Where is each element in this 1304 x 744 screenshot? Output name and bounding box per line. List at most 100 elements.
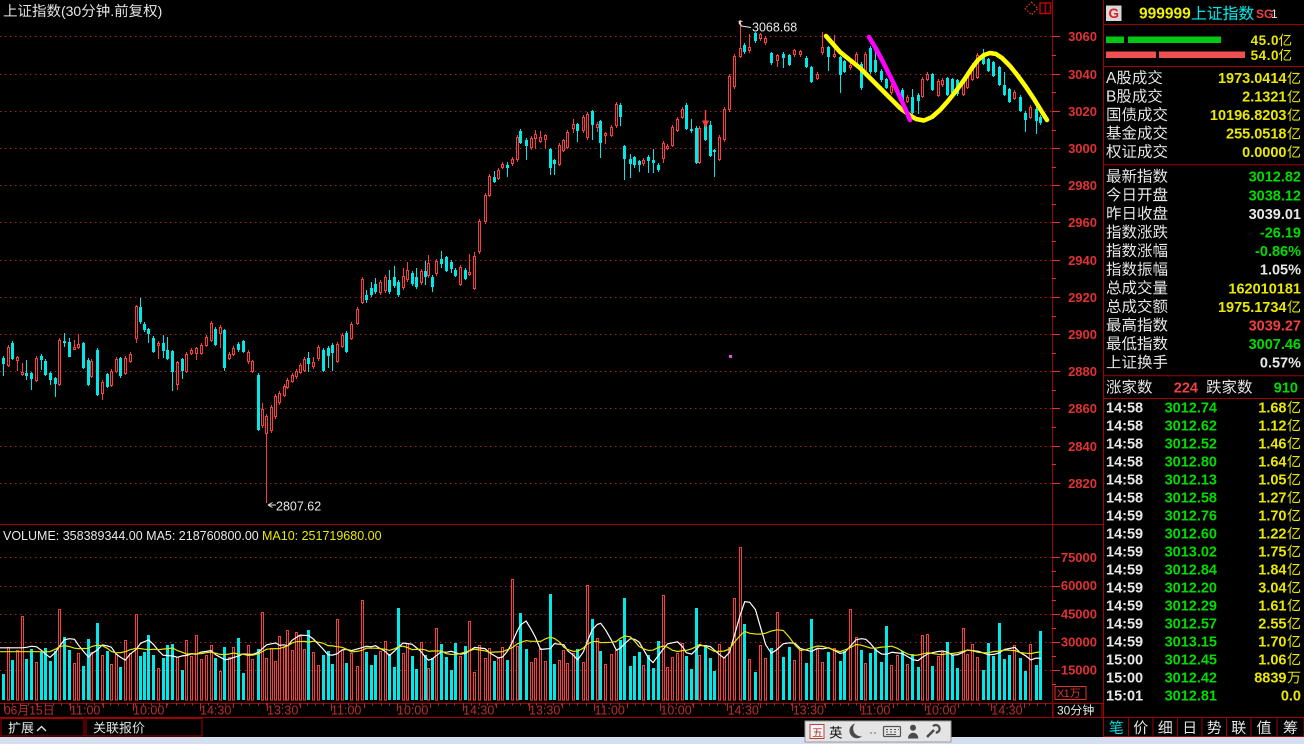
svg-text:3012.74: 3012.74	[1165, 400, 1217, 416]
svg-text:1975.1734: 1975.1734	[1218, 300, 1287, 316]
svg-text:13:30: 13:30	[793, 704, 824, 718]
svg-text:0.0000: 0.0000	[1242, 145, 1286, 161]
svg-text:2880: 2880	[1068, 364, 1097, 379]
svg-text:3060: 3060	[1068, 29, 1097, 44]
svg-text:A: A	[1106, 70, 1117, 87]
svg-text:MA10: 251719680.00: MA10: 251719680.00	[262, 529, 382, 543]
svg-text:14:58: 14:58	[1106, 490, 1143, 506]
svg-text:11:00: 11:00	[860, 704, 890, 718]
svg-text:10:00: 10:00	[660, 704, 691, 718]
svg-text:14:59: 14:59	[1106, 580, 1143, 596]
svg-text:10196.8203: 10196.8203	[1210, 108, 1287, 124]
svg-text:2940: 2940	[1068, 253, 1097, 268]
svg-text:1.84: 1.84	[1258, 562, 1286, 578]
svg-text:1.61: 1.61	[1258, 598, 1286, 614]
svg-text:G: G	[1108, 6, 1119, 21]
svg-text:45.0: 45.0	[1251, 33, 1279, 48]
svg-text:1.75: 1.75	[1258, 544, 1286, 560]
svg-text:14:59: 14:59	[1106, 598, 1143, 614]
svg-text:3012.57: 3012.57	[1165, 616, 1217, 632]
svg-text:14:59: 14:59	[1106, 544, 1143, 560]
svg-text:10:00: 10:00	[397, 704, 428, 718]
svg-text:1.68: 1.68	[1258, 400, 1286, 416]
svg-text:3012.82: 3012.82	[1249, 170, 1301, 186]
svg-text:1.05: 1.05	[1258, 472, 1286, 488]
svg-text:3012.81: 3012.81	[1165, 688, 1217, 704]
svg-text:14:58: 14:58	[1106, 418, 1143, 434]
svg-text:3012.42: 3012.42	[1165, 670, 1217, 686]
svg-text:1.70: 1.70	[1258, 508, 1286, 524]
svg-text:14:30: 14:30	[728, 704, 759, 718]
svg-text:14:59: 14:59	[1106, 634, 1143, 650]
svg-text:15: 15	[29, 704, 43, 718]
svg-text:-0.86%: -0.86%	[1255, 244, 1301, 260]
svg-text:3012.13: 3012.13	[1165, 472, 1217, 488]
svg-text:): )	[158, 3, 163, 19]
svg-text:1.70: 1.70	[1258, 634, 1286, 650]
svg-text:3012.29: 3012.29	[1165, 598, 1217, 614]
svg-text:1973.0414: 1973.0414	[1218, 71, 1287, 87]
svg-text:15000: 15000	[1061, 663, 1097, 678]
svg-text:2960: 2960	[1068, 215, 1097, 230]
svg-text:2900: 2900	[1068, 327, 1097, 342]
svg-text:2.1321: 2.1321	[1242, 90, 1286, 106]
svg-text:2820: 2820	[1068, 476, 1097, 491]
svg-text:13:30: 13:30	[529, 704, 560, 718]
svg-text:(30: (30	[61, 3, 81, 19]
svg-text:.: .	[110, 3, 114, 19]
svg-text:999999: 999999	[1139, 6, 1191, 23]
svg-text:11:00: 11:00	[331, 704, 361, 718]
svg-text:3012.84: 3012.84	[1165, 562, 1217, 578]
svg-text:162010181: 162010181	[1228, 281, 1301, 297]
svg-text:14:58: 14:58	[1106, 400, 1143, 416]
svg-text:8839: 8839	[1254, 670, 1286, 686]
svg-text:2860: 2860	[1068, 401, 1097, 416]
svg-text:1.27: 1.27	[1258, 490, 1286, 506]
svg-text:1.06: 1.06	[1258, 652, 1286, 668]
svg-text:SG: SG	[1256, 7, 1273, 21]
svg-text:3012.76: 3012.76	[1165, 508, 1217, 524]
svg-text:3020: 3020	[1068, 104, 1097, 119]
svg-text:1.64: 1.64	[1258, 454, 1286, 470]
svg-text:3000: 3000	[1068, 141, 1097, 156]
svg-text:13:30: 13:30	[267, 704, 298, 718]
svg-text:0.57%: 0.57%	[1260, 356, 1301, 372]
svg-text:3039.01: 3039.01	[1249, 207, 1301, 223]
svg-text:3040: 3040	[1068, 67, 1097, 82]
svg-text:VOLUME: 358389344.00 MA5: 218: VOLUME: 358389344.00 MA5: 218760800.00	[3, 529, 259, 543]
svg-text:3012.62: 3012.62	[1165, 418, 1217, 434]
svg-text:45000: 45000	[1061, 607, 1097, 622]
svg-text:1.05%: 1.05%	[1260, 263, 1301, 279]
svg-text:14:59: 14:59	[1106, 616, 1143, 632]
svg-text:14:58: 14:58	[1106, 472, 1143, 488]
svg-text:3012.20: 3012.20	[1165, 580, 1217, 596]
svg-text:3068.68: 3068.68	[752, 21, 797, 35]
svg-text:15:00: 15:00	[1106, 670, 1143, 686]
svg-text:14:59: 14:59	[1106, 526, 1143, 542]
svg-text:3013.02: 3013.02	[1165, 544, 1217, 560]
svg-text:06: 06	[4, 704, 18, 718]
svg-text:11:00: 11:00	[595, 704, 625, 718]
svg-text:14:30: 14:30	[991, 704, 1022, 718]
svg-text:3012.60: 3012.60	[1165, 526, 1217, 542]
svg-text:2807.62: 2807.62	[276, 500, 321, 514]
svg-text:3012.45: 3012.45	[1165, 652, 1217, 668]
svg-text:3012.52: 3012.52	[1165, 436, 1217, 452]
svg-text:11:00: 11:00	[70, 704, 100, 718]
svg-text:3012.80: 3012.80	[1165, 454, 1217, 470]
svg-text:75000: 75000	[1061, 550, 1097, 565]
svg-text:2.55: 2.55	[1258, 616, 1286, 632]
svg-text:B: B	[1106, 89, 1116, 106]
svg-text:1.46: 1.46	[1258, 436, 1286, 452]
svg-text:14:59: 14:59	[1106, 508, 1143, 524]
svg-text:1.22: 1.22	[1258, 526, 1286, 542]
svg-text:60000: 60000	[1061, 578, 1097, 593]
svg-text:30: 30	[1057, 704, 1071, 718]
svg-text:14:59: 14:59	[1106, 562, 1143, 578]
svg-text:2840: 2840	[1068, 439, 1097, 454]
svg-text:15:01: 15:01	[1106, 688, 1143, 704]
svg-text:2980: 2980	[1068, 178, 1097, 193]
svg-text:15:00: 15:00	[1106, 652, 1143, 668]
svg-text:0.0: 0.0	[1281, 688, 1301, 704]
svg-text:255.0518: 255.0518	[1226, 127, 1286, 143]
